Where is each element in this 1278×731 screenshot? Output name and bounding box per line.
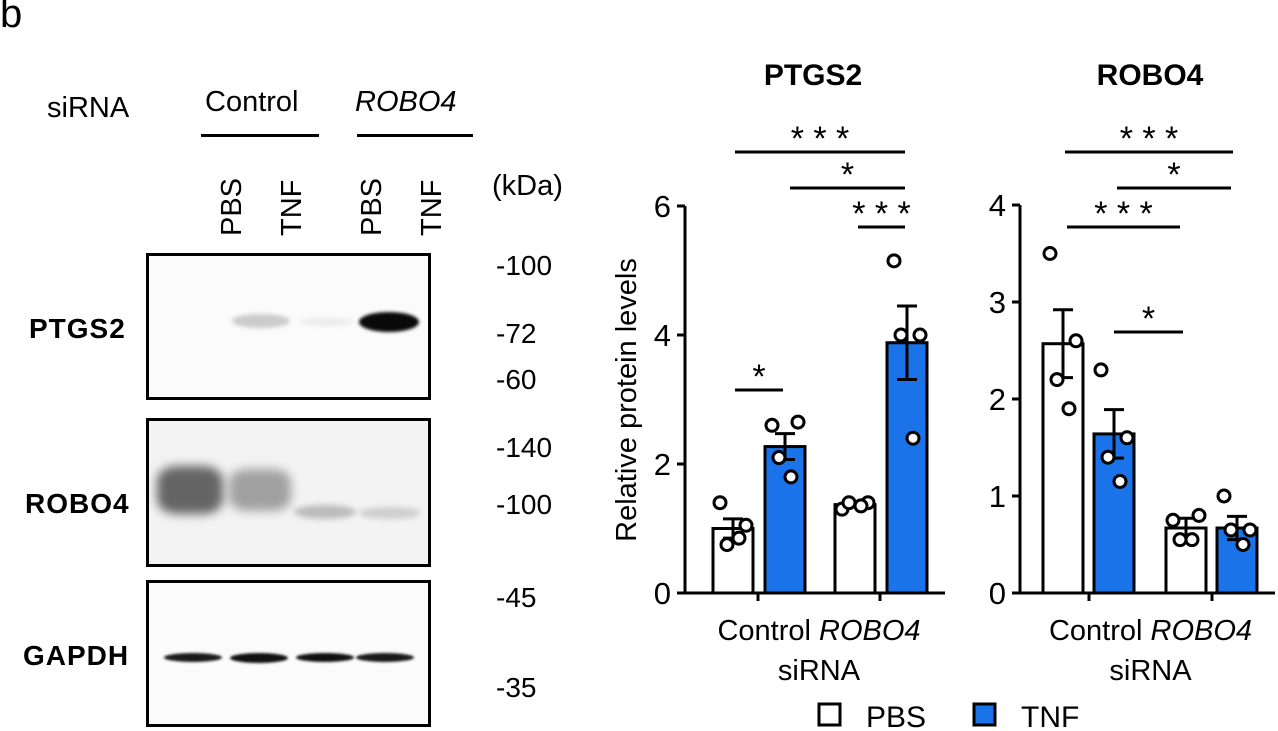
marker-100b: -100 xyxy=(496,489,553,520)
x-category-labels: Control ROBO4 xyxy=(717,615,920,647)
data-point xyxy=(764,417,780,433)
blot-robo4 xyxy=(146,418,431,567)
data-point xyxy=(712,495,728,511)
y-tick-label: 4 xyxy=(989,188,1006,223)
data-point xyxy=(1191,507,1207,523)
data-point xyxy=(738,517,754,533)
legend-label-tnf: TNF xyxy=(1021,701,1079,731)
significance-label: * * * xyxy=(852,195,911,233)
y-tick-label: 6 xyxy=(654,189,671,224)
y-tick-label: 0 xyxy=(989,576,1006,611)
data-point xyxy=(731,530,747,546)
data-point xyxy=(853,498,869,514)
significance-label: * * * xyxy=(791,120,850,158)
significance-label: * xyxy=(1167,156,1180,194)
x-axis-label: siRNA xyxy=(1109,655,1192,687)
significance-label: * xyxy=(841,156,854,194)
chart-title: ROBO4 xyxy=(1097,59,1204,92)
blot-label-robo4: ROBO4 xyxy=(25,488,130,519)
blot-label-gapdh: GAPDH xyxy=(23,640,130,671)
marker-45: -45 xyxy=(496,582,537,613)
data-point xyxy=(771,450,787,466)
data-point xyxy=(1216,488,1232,504)
significance-label: * * * xyxy=(1120,120,1179,158)
data-point xyxy=(912,327,928,343)
data-point xyxy=(1042,246,1058,261)
marker-140: -140 xyxy=(496,432,553,463)
group-underline-robo4 xyxy=(357,134,473,137)
marker-72: -72 xyxy=(496,318,537,349)
x-axis-label: siRNA xyxy=(778,655,861,687)
data-point xyxy=(790,414,806,430)
data-point xyxy=(1172,532,1188,548)
significance-label: * xyxy=(1142,300,1155,338)
legend-swatch-tnf xyxy=(972,702,997,727)
kda-label: (kDa) xyxy=(492,170,563,202)
blot-gapdh xyxy=(146,580,431,727)
data-point xyxy=(1184,532,1200,548)
data-point xyxy=(1235,537,1251,552)
y-tick-label: 3 xyxy=(989,285,1006,320)
data-point xyxy=(886,253,902,269)
y-axis-label: Relative protein levels xyxy=(611,258,643,542)
marker-35: -35 xyxy=(496,672,537,703)
data-point xyxy=(1100,449,1116,465)
x-category-labels: Control ROBO4 xyxy=(1049,615,1252,647)
y-tick-label: 4 xyxy=(654,318,671,353)
group-label-robo4: ROBO4 xyxy=(355,86,457,118)
data-point xyxy=(1068,333,1084,349)
data-point xyxy=(1223,522,1239,538)
marker-60: -60 xyxy=(496,364,537,395)
data-point xyxy=(1165,512,1181,528)
y-tick-label: 0 xyxy=(654,576,671,611)
data-point xyxy=(841,495,857,511)
blot-ptgs2 xyxy=(146,253,431,400)
data-point xyxy=(719,537,735,553)
chart-ptgs2: PTGS2 0 2 4 6 Control ROBO4 siRNA Relative prot… xyxy=(611,59,945,687)
data-point xyxy=(1242,522,1258,538)
sirna-label: siRNA xyxy=(47,92,130,124)
data-point xyxy=(1049,372,1065,388)
y-tick-label: 2 xyxy=(654,447,671,482)
data-point xyxy=(905,430,921,446)
legend-swatch-pbs xyxy=(817,702,842,727)
y-tick-label: 1 xyxy=(989,479,1006,514)
data-point xyxy=(1061,401,1077,417)
significance-label: * * * xyxy=(1094,195,1153,233)
data-point xyxy=(893,327,909,343)
y-tick-label: 2 xyxy=(989,382,1006,417)
legend: PBS TNF xyxy=(817,701,1079,731)
data-point xyxy=(1093,362,1109,378)
bar-pbs xyxy=(833,503,877,595)
bar-tnf xyxy=(763,445,807,595)
chart-title: PTGS2 xyxy=(764,59,862,92)
blot-label-ptgs2: PTGS2 xyxy=(29,313,126,344)
group-underline-control xyxy=(201,134,319,137)
marker-100: -100 xyxy=(496,250,553,281)
legend-label-pbs: PBS xyxy=(866,701,926,731)
panel-label: b xyxy=(0,0,23,36)
data-point xyxy=(1119,430,1135,446)
significance-label: * xyxy=(752,358,765,396)
data-point xyxy=(783,469,799,485)
group-label-control: Control xyxy=(205,86,299,118)
data-point xyxy=(1112,473,1128,489)
